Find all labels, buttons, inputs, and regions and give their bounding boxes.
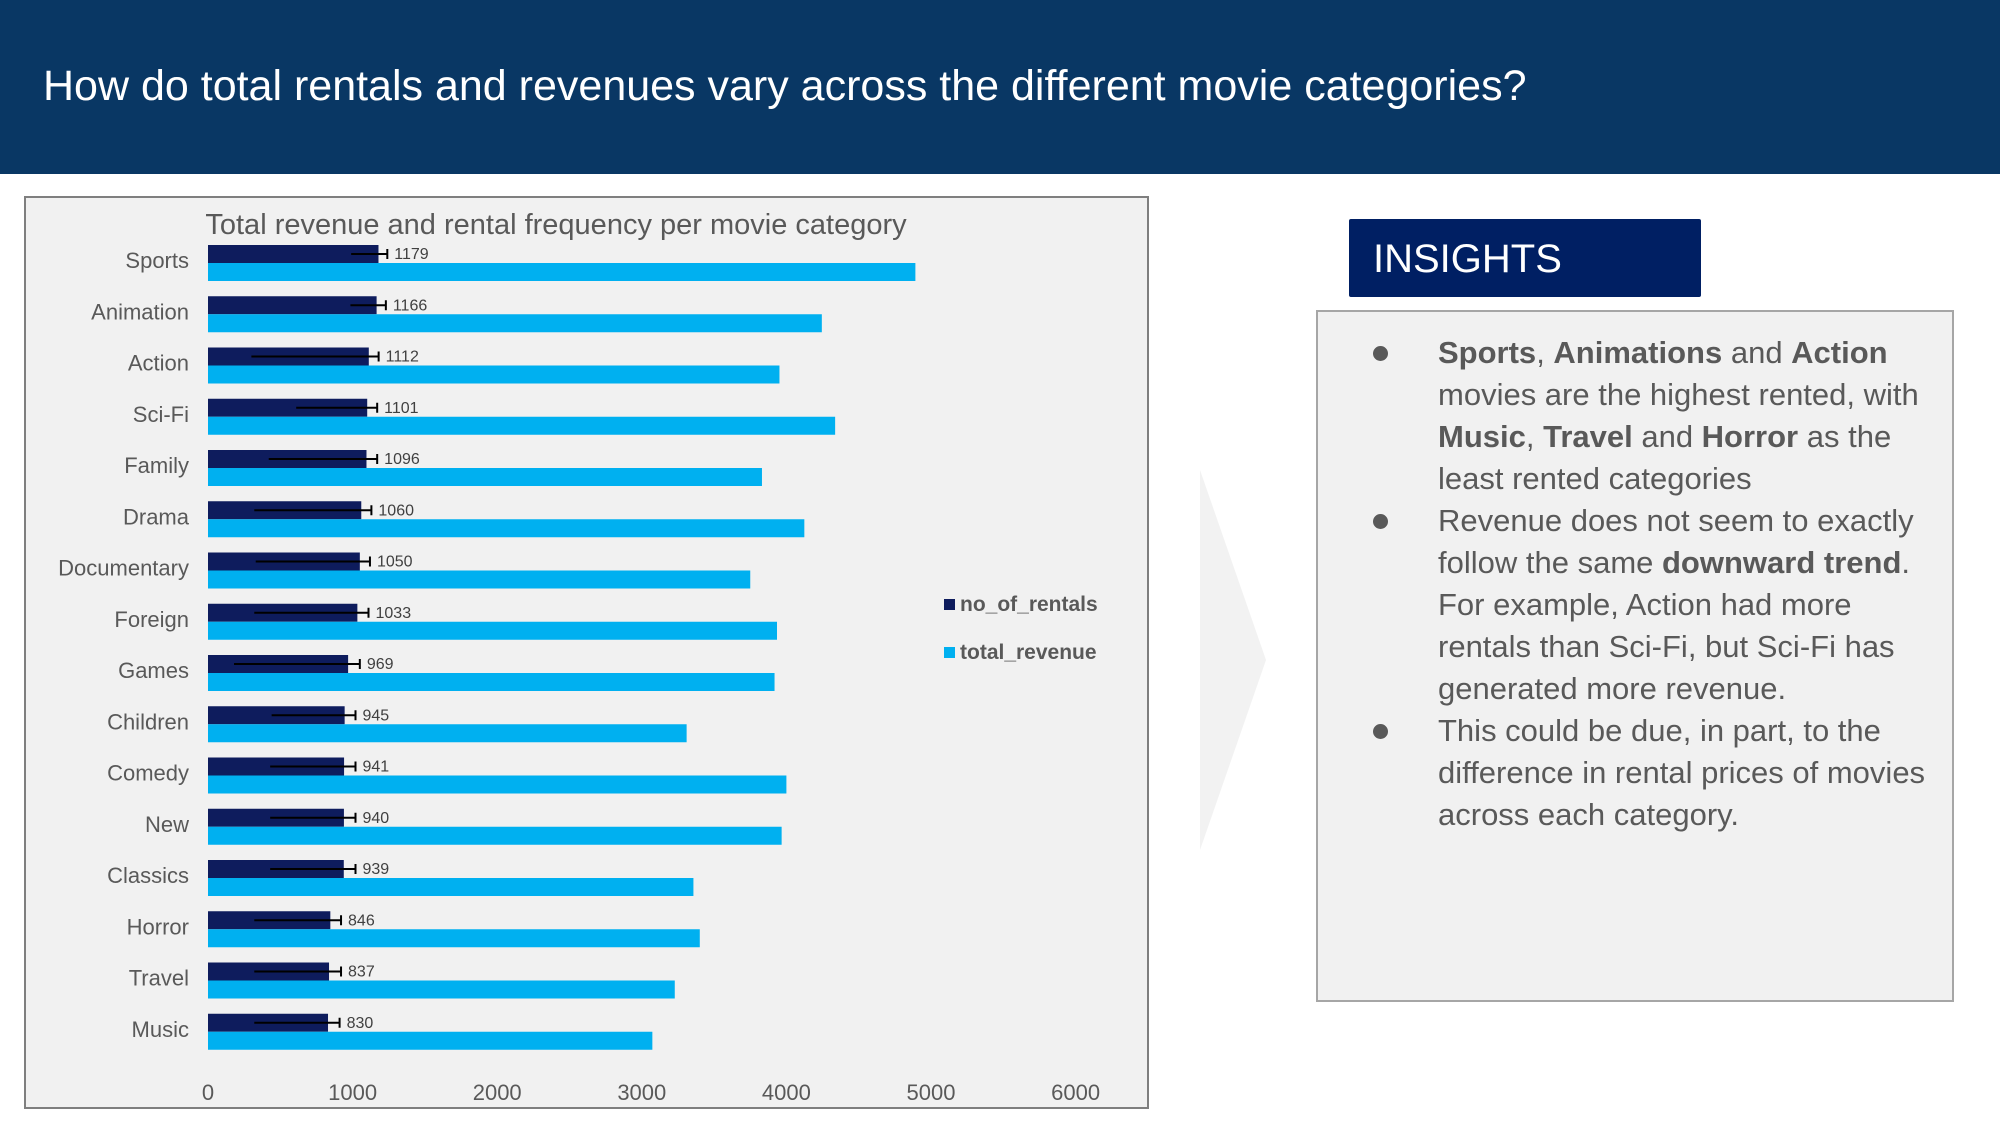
insight-emphasis: Animations [1553, 335, 1723, 370]
insight-item: This could be due, in part, to the diffe… [1318, 710, 1952, 836]
bar-chart: Total revenue and rental frequency per m… [58, 209, 1100, 1105]
insight-item: Revenue does not seem to exactly follow … [1318, 500, 1952, 710]
x-tick-label: 1000 [328, 1080, 377, 1105]
revenue-bar [208, 775, 787, 794]
legend-label: total_revenue [960, 641, 1097, 664]
data-label: 941 [362, 759, 389, 776]
insight-text: , [1525, 419, 1544, 454]
insight-text: and [1722, 335, 1792, 370]
data-label: 1050 [377, 554, 413, 571]
insights-badge: INSIGHTS [1349, 219, 1701, 297]
page-title: How do total rentals and revenues vary a… [43, 62, 1527, 110]
insights-list: Sports, Animations and Action movies are… [1318, 332, 1952, 836]
category-label: Games [118, 658, 189, 683]
data-label: 1166 [393, 297, 428, 314]
data-label: 1060 [378, 502, 414, 519]
data-label: 940 [362, 810, 389, 827]
insight-text: . For example, Action had more rentals t… [1438, 545, 1911, 706]
category-label: Music [132, 1017, 189, 1042]
revenue-bar [208, 826, 782, 845]
revenue-bar [208, 1031, 653, 1050]
insight-emphasis: Action [1791, 335, 1888, 370]
insight-emphasis: Music [1438, 419, 1526, 454]
insight-text: This could be due, in part, to the diffe… [1438, 713, 1926, 832]
insight-text: movies are the highest rented, with [1438, 377, 1919, 412]
category-label: Animation [91, 299, 189, 324]
data-label: 1179 [394, 246, 429, 263]
rentals-bar [208, 245, 379, 263]
bullet-icon [1373, 724, 1388, 739]
insights-title: INSIGHTS [1373, 237, 1562, 281]
chevron-arrow-icon [1200, 470, 1266, 850]
insight-emphasis: Sports [1438, 335, 1537, 370]
bullet-icon [1373, 346, 1388, 361]
bullet-icon [1373, 514, 1388, 529]
insight-text: as the least rented categories [1438, 419, 1892, 496]
insight-text: Revenue does not seem to exactly follow … [1438, 503, 1914, 580]
category-label: Action [128, 351, 189, 376]
data-label: 830 [347, 1015, 374, 1032]
x-tick-label: 4000 [762, 1080, 811, 1105]
category-label: Documentary [58, 556, 189, 581]
data-label: 837 [348, 964, 375, 981]
legend-label: no_of_rentals [960, 593, 1098, 616]
chart-panel: Total revenue and rental frequency per m… [24, 196, 1149, 1109]
revenue-bar [208, 570, 751, 589]
category-label: Comedy [107, 761, 189, 786]
insight-emphasis: downward trend [1662, 545, 1902, 580]
data-label: 1033 [376, 605, 412, 622]
data-label: 945 [362, 707, 389, 724]
chart-title: Total revenue and rental frequency per m… [205, 209, 907, 241]
insight-text: , [1536, 335, 1554, 370]
header-banner: How do total rentals and revenues vary a… [0, 0, 2000, 174]
category-label: Drama [123, 504, 190, 529]
data-label: 1096 [384, 451, 420, 468]
insight-text: and [1632, 419, 1702, 454]
revenue-bar [208, 621, 778, 640]
category-label: Travel [129, 966, 189, 991]
x-tick-label: 5000 [907, 1080, 956, 1105]
category-label: Family [124, 453, 189, 478]
revenue-bar [208, 365, 780, 384]
rentals-bar [208, 398, 368, 417]
category-label: Children [107, 709, 189, 734]
revenue-bar [208, 878, 694, 896]
insights-box: Sports, Animations and Action movies are… [1316, 310, 1954, 1002]
rentals-bar [208, 296, 377, 315]
revenue-bar [208, 724, 687, 743]
revenue-bar [208, 519, 805, 538]
category-label: Foreign [114, 607, 189, 632]
insight-item: Sports, Animations and Action movies are… [1318, 332, 1952, 500]
legend-swatch [944, 599, 955, 610]
category-label: New [145, 812, 189, 837]
category-label: Classics [107, 863, 189, 888]
category-label: Sci-Fi [133, 402, 189, 427]
x-tick-label: 2000 [473, 1080, 522, 1105]
legend-swatch [944, 647, 955, 658]
category-label: Horror [127, 914, 189, 939]
data-label: 846 [348, 912, 375, 929]
revenue-bar [208, 416, 836, 435]
data-label: 969 [367, 656, 394, 673]
insight-emphasis: Travel [1543, 419, 1633, 454]
revenue-bar [208, 314, 822, 333]
x-tick-label: 6000 [1051, 1080, 1100, 1105]
insight-emphasis: Horror [1701, 419, 1799, 454]
category-label: Sports [125, 248, 189, 273]
revenue-bar [208, 980, 675, 999]
data-label: 939 [362, 861, 389, 878]
data-label: 1112 [386, 349, 419, 366]
revenue-bar [208, 468, 762, 486]
data-label: 1101 [384, 400, 419, 417]
revenue-bar [208, 929, 700, 948]
x-tick-label: 3000 [617, 1080, 666, 1105]
revenue-bar [208, 263, 916, 281]
x-tick-label: 0 [202, 1080, 214, 1105]
revenue-bar [208, 673, 775, 691]
